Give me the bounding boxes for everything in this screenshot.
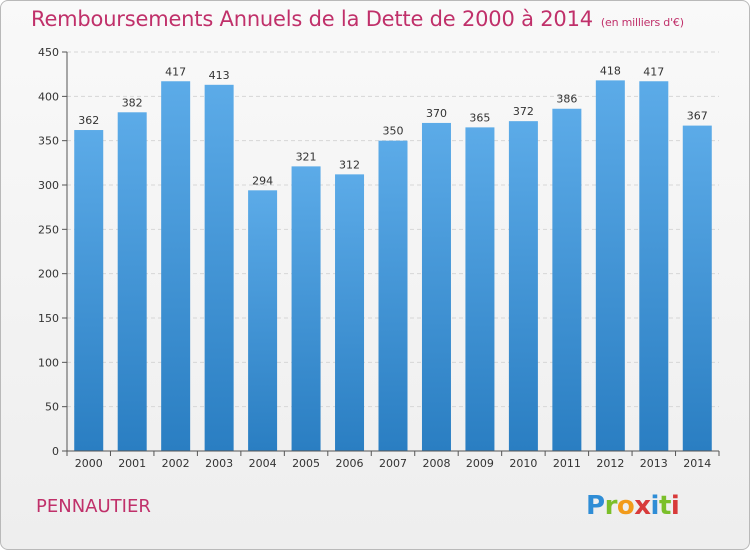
y-tick-label: 200	[38, 268, 59, 281]
x-tick-label: 2011	[553, 457, 581, 470]
data-label: 367	[687, 110, 708, 123]
data-label: 418	[600, 64, 621, 77]
x-tick-label: 2009	[466, 457, 494, 470]
x-tick-label: 2005	[292, 457, 320, 470]
proxiti-logo[interactable]: Proxiti	[586, 491, 680, 521]
bar-2008	[421, 122, 451, 451]
x-tick-label: 2003	[205, 457, 233, 470]
data-label: 372	[513, 105, 534, 118]
logo-letter: t	[658, 491, 671, 521]
x-tick-label: 2001	[118, 457, 146, 470]
logo-letter: r	[604, 491, 618, 521]
x-tick-label: 2013	[640, 457, 668, 470]
logo-letter: i	[670, 491, 680, 521]
bar-2006	[335, 174, 365, 452]
y-tick-label: 450	[38, 46, 59, 59]
bar-2011	[552, 108, 582, 451]
y-tick-label: 100	[38, 356, 59, 369]
bar-2010	[508, 121, 538, 451]
bar-2002	[161, 81, 191, 451]
unit-note: (en milliers d'€)	[600, 16, 684, 29]
x-tick-label: 2014	[683, 457, 711, 470]
data-label: 370	[426, 107, 447, 120]
bar-2004	[248, 190, 278, 451]
bar-2003	[204, 84, 234, 451]
x-tick-label: 2010	[509, 457, 537, 470]
data-label: 294	[252, 174, 273, 187]
x-tick-label: 2007	[379, 457, 407, 470]
logo-letter: P	[586, 491, 605, 521]
data-label: 321	[296, 150, 317, 163]
y-tick-label: 250	[38, 223, 59, 236]
x-tick-label: 2008	[422, 457, 450, 470]
chart-title-text: Remboursements Annuels de la Dette de 20…	[31, 7, 593, 31]
bar-2014	[682, 125, 712, 452]
data-label: 417	[643, 65, 664, 78]
data-label: 386	[556, 93, 577, 106]
chart-title: Remboursements Annuels de la Dette de 20…	[31, 7, 684, 31]
y-tick-label: 300	[38, 179, 59, 192]
bar-2000	[74, 130, 104, 451]
logo-letter: x	[634, 491, 651, 521]
bar-2009	[465, 127, 495, 451]
data-label: 312	[339, 158, 360, 171]
data-label: 417	[165, 65, 186, 78]
data-label: 382	[122, 96, 143, 109]
axes: 0 50 100 150 200 250 300 350 400 450 2000 2001 2002 2…	[38, 46, 720, 470]
bar-2012	[595, 80, 625, 451]
data-label: 365	[469, 111, 490, 124]
bars: 362 382 417 413 294 321 312 350 370 365 372 386 418 4…	[74, 64, 712, 452]
logo-letter: i	[650, 491, 660, 521]
x-tick-label: 2004	[249, 457, 277, 470]
x-tick-label: 2012	[596, 457, 624, 470]
x-tick-label: 2002	[162, 457, 190, 470]
bar-2001	[117, 112, 147, 451]
data-label: 362	[78, 114, 99, 127]
bar-2005	[291, 166, 321, 451]
y-tick-label: 0	[52, 445, 59, 458]
x-tick-label: 2006	[336, 457, 364, 470]
y-tick-label: 150	[38, 312, 59, 325]
bar-2007	[378, 140, 408, 451]
data-label: 350	[383, 125, 404, 138]
x-tick-label: 2000	[75, 457, 103, 470]
y-tick-label: 350	[38, 135, 59, 148]
data-label: 413	[209, 69, 230, 82]
town-name: PENNAUTIER	[36, 496, 151, 517]
logo-letter: o	[616, 491, 635, 521]
y-tick-label: 400	[38, 90, 59, 103]
y-tick-label: 50	[45, 401, 59, 414]
bar-2013	[639, 81, 669, 451]
